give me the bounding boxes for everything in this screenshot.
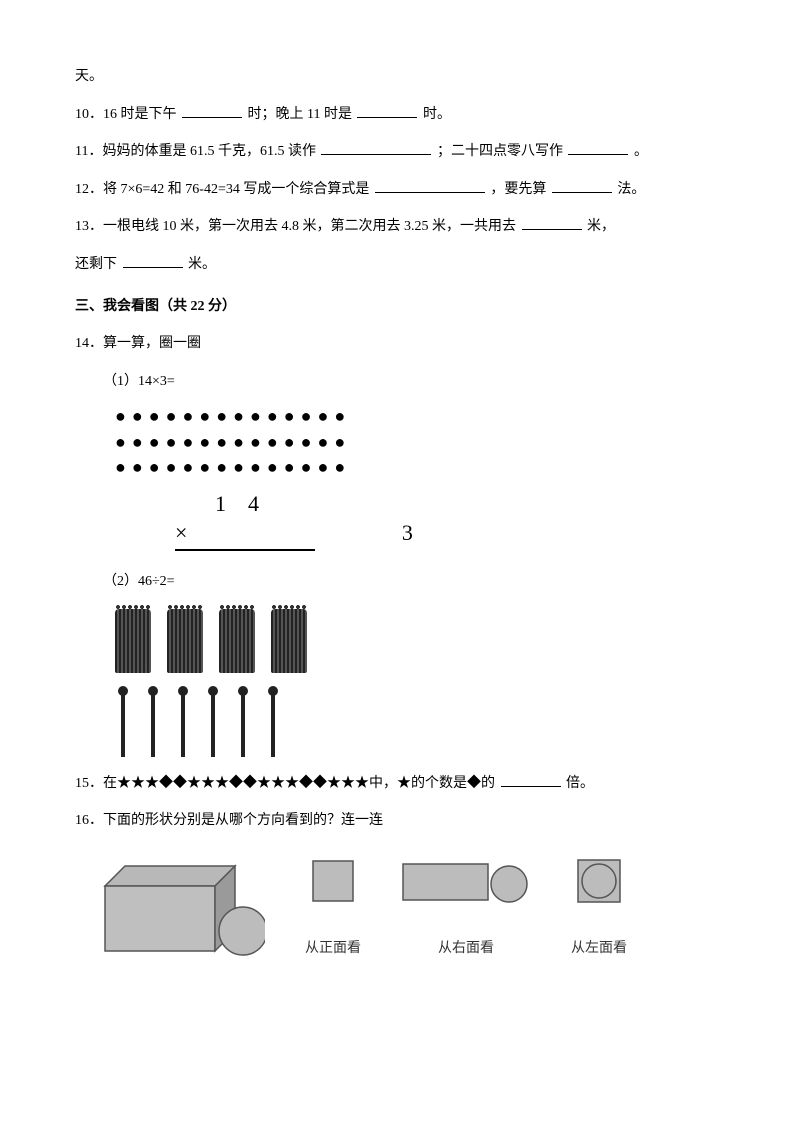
q10-mid: 时；晚上 11 时是 — [248, 107, 352, 122]
q15: 15．在★★★◆◆★★★◆◆★★★◆◆★★★中，★的个数是◆的 倍。 — [75, 767, 719, 801]
q13-blank1[interactable] — [522, 212, 582, 230]
q12-blank1[interactable] — [375, 175, 485, 193]
q12-suffix: 法。 — [617, 182, 645, 197]
q15-prefix: 15．在★★★◆◆★★★◆◆★★★◆◆★★★中，★的个数是◆的 — [75, 776, 495, 791]
q12-prefix: 12．将 7×6=42 和 76-42=34 写成一个综合算式是 — [75, 182, 369, 197]
sticks-row — [115, 691, 719, 757]
q13-prefix: 13．一根电线 10 米，第一次用去 4.8 米，第二次用去 3.25 米，一共… — [75, 219, 516, 234]
q10-blank1[interactable] — [182, 100, 242, 118]
q11-blank1[interactable] — [321, 137, 431, 155]
view-label-right: 从右面看 — [438, 932, 494, 966]
multiplication-column: 14 × 3 — [175, 490, 719, 551]
mult-bot: × 3 — [175, 519, 719, 548]
stick-icon — [211, 691, 215, 757]
stick-icon — [271, 691, 275, 757]
q11-suffix: 。 — [634, 144, 648, 159]
shape-view-right: 从右面看 — [401, 856, 531, 966]
q13-line1: 13．一根电线 10 米，第一次用去 4.8 米，第二次用去 3.25 米，一共… — [75, 210, 719, 244]
q13-mid: 米， — [587, 219, 615, 234]
mult-top: 14 — [175, 490, 719, 519]
q12-mid: ，要先算 — [490, 182, 546, 197]
q11: 11．妈妈的体重是 61.5 千克，61.5 读作 ；二十四点零八写作 。 — [75, 135, 719, 169]
shape-view-left: 从左面看 — [571, 856, 627, 966]
view-label-front: 从正面看 — [305, 932, 361, 966]
q-tian-fragment: 天。 — [75, 60, 719, 94]
stick-icon — [181, 691, 185, 757]
bundle-icon — [115, 609, 151, 673]
section3-title: 三、我会看图（共 22 分） — [75, 290, 719, 324]
dot-row: ●●●●●●●●●●●●●● — [115, 404, 719, 429]
dots-grid: ●●●●●●●●●●●●●● ●●●●●●●●●●●●●● ●●●●●●●●●●… — [75, 404, 719, 480]
stick-icon — [241, 691, 245, 757]
bundle-icon — [219, 609, 255, 673]
q14-sub1: （1）14×3= — [75, 365, 719, 399]
q10-suffix: 时。 — [423, 107, 451, 122]
q14-title: 14．算一算，圈一圈 — [75, 327, 719, 361]
q13-line2: 还剩下 米。 — [75, 248, 719, 282]
shape-3d — [95, 856, 265, 966]
bundle-row — [115, 609, 719, 673]
shape-view-front: 从正面看 — [305, 856, 361, 966]
q10: 10．16 时是下午 时；晚上 11 时是 时。 — [75, 98, 719, 132]
stick-icon — [151, 691, 155, 757]
bundle-icon — [167, 609, 203, 673]
q15-suffix: 倍。 — [566, 776, 594, 791]
view-label-left: 从左面看 — [571, 932, 627, 966]
q12: 12．将 7×6=42 和 76-42=34 写成一个综合算式是 ，要先算 法。 — [75, 173, 719, 207]
bundle-icon — [271, 609, 307, 673]
shapes-diagram: 从正面看 从右面看 从左面看 — [75, 856, 719, 966]
q10-prefix: 10．16 时是下午 — [75, 107, 177, 122]
q16-title: 16．下面的形状分别是从哪个方向看到的？连一连 — [75, 804, 719, 838]
q14-sub2: （2）46÷2= — [75, 565, 719, 599]
q12-blank2[interactable] — [552, 175, 612, 193]
stick-icon — [121, 691, 125, 757]
mult-underline — [175, 549, 315, 551]
q11-blank2[interactable] — [568, 137, 628, 155]
q13-blank2[interactable] — [123, 250, 183, 268]
q15-blank[interactable] — [501, 769, 561, 787]
sticks-diagram — [75, 609, 719, 757]
q10-blank2[interactable] — [357, 100, 417, 118]
dot-row: ●●●●●●●●●●●●●● — [115, 455, 719, 480]
q13-line2-prefix: 还剩下 — [75, 257, 117, 272]
q11-prefix: 11．妈妈的体重是 61.5 千克，61.5 读作 — [75, 144, 316, 159]
q13-line2-suffix: 米。 — [188, 257, 216, 272]
dot-row: ●●●●●●●●●●●●●● — [115, 430, 719, 455]
q11-mid: ；二十四点零八写作 — [437, 144, 563, 159]
